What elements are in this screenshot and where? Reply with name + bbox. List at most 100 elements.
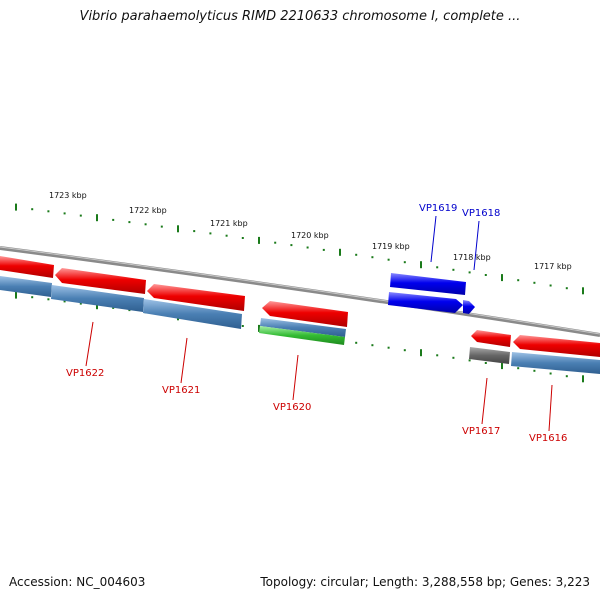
- gene-vp1621-feature[interactable]: [55, 268, 146, 294]
- gene-vp1616-feature[interactable]: [513, 335, 600, 357]
- minor-tick: [355, 253, 358, 256]
- minor-tick: [47, 298, 50, 301]
- minor-tick: [306, 246, 309, 249]
- major-tick: [15, 203, 17, 211]
- minor-tick: [468, 271, 471, 274]
- major-tick: [501, 274, 503, 282]
- minor-tick: [63, 212, 66, 215]
- minor-tick: [436, 354, 439, 357]
- gene-vp1622[interactable]: VP1622: [0, 256, 104, 379]
- scale-label-1719: 1719 kbp: [372, 242, 410, 251]
- gene-vp1619-cds[interactable]: [388, 292, 463, 313]
- topology-summary: Topology: circular; Length: 3,288,558 bp…: [260, 575, 590, 589]
- gene-vp1619-feature[interactable]: [390, 273, 466, 295]
- gene-label-vp1620: VP1620: [273, 402, 311, 413]
- gene-vp1618-cds[interactable]: [463, 300, 475, 314]
- minor-tick: [31, 208, 34, 211]
- minor-tick: [452, 356, 455, 359]
- minor-tick: [209, 232, 212, 235]
- minor-tick: [322, 248, 325, 251]
- gene-vp1622-feature[interactable]: [0, 256, 54, 278]
- gene-vp1620-feature[interactable]: [262, 301, 348, 327]
- major-tick: [582, 375, 584, 383]
- major-tick: [420, 261, 422, 269]
- scale-label-1721: 1721 kbp: [210, 219, 248, 228]
- accession-label: Accession: NC_004603: [9, 575, 146, 589]
- minor-tick: [63, 300, 66, 303]
- major-tick: [501, 362, 503, 370]
- major-tick: [258, 324, 260, 332]
- gene-label-vp1618: VP1618: [462, 208, 500, 219]
- minor-tick: [468, 359, 471, 362]
- minor-tick: [436, 266, 439, 269]
- outer-tick-ring: [15, 203, 584, 295]
- major-tick: [15, 291, 17, 299]
- minor-tick: [241, 325, 244, 327]
- minor-tick: [128, 309, 131, 312]
- minor-tick: [484, 274, 487, 276]
- scale-label-1717: 1717 kbp: [534, 262, 572, 271]
- minor-tick: [225, 234, 228, 237]
- major-tick: [258, 236, 260, 244]
- gene-label-vp1619: VP1619: [419, 203, 457, 214]
- minor-tick: [403, 261, 406, 264]
- gene-vp1621-cds-b[interactable]: [143, 299, 242, 329]
- gene-vp1621-cds[interactable]: [51, 285, 144, 312]
- gene-label-vp1617: VP1617: [462, 426, 500, 437]
- minor-tick: [79, 214, 82, 217]
- minor-tick: [517, 279, 520, 282]
- minor-tick: [144, 223, 147, 226]
- minor-tick: [241, 237, 244, 239]
- minor-tick: [403, 349, 406, 352]
- major-tick: [96, 302, 98, 310]
- gene-vp1621-feature-b[interactable]: [147, 284, 245, 311]
- gene-vp1620-rna[interactable]: [259, 326, 345, 345]
- minor-tick: [565, 287, 568, 290]
- major-tick: [177, 225, 179, 233]
- minor-tick: [387, 258, 390, 261]
- gene-vp1616-cds[interactable]: [511, 352, 600, 374]
- scale-label-1720: 1720 kbp: [291, 231, 329, 240]
- major-tick: [96, 214, 98, 222]
- minor-tick: [371, 344, 374, 347]
- major-tick: [339, 248, 341, 256]
- gene-vp1617-feature[interactable]: [471, 330, 511, 347]
- minor-tick: [371, 256, 374, 259]
- gene-vp1622-cds[interactable]: [0, 276, 52, 297]
- gene-vp1617-pseudo[interactable]: [469, 347, 510, 364]
- gene-vp1621[interactable]: VP1621: [51, 268, 245, 396]
- major-tick: [420, 349, 422, 357]
- minor-tick: [128, 221, 131, 224]
- gene-vp1616[interactable]: VP1616: [511, 335, 600, 444]
- gene-vp1620-cds[interactable]: [260, 318, 346, 337]
- minor-tick: [484, 362, 487, 364]
- minor-tick: [290, 244, 293, 247]
- minor-tick: [533, 281, 536, 284]
- minor-tick: [355, 341, 358, 344]
- chromosome-backbone: [0, 246, 600, 337]
- gene-vp1618[interactable]: VP1618: [462, 208, 500, 314]
- scale-label-1718: 1718 kbp: [453, 253, 491, 262]
- map-title: Vibrio parahaemolyticus RIMD 2210633 chr…: [79, 9, 521, 24]
- gene-vp1617[interactable]: VP1617: [462, 330, 511, 437]
- minor-tick: [47, 210, 50, 213]
- minor-tick: [112, 218, 115, 221]
- gene-label-vp1621: VP1621: [162, 385, 200, 396]
- minor-tick: [549, 372, 552, 375]
- gene-label-vp1622: VP1622: [66, 368, 104, 379]
- scale-label-1722: 1722 kbp: [129, 206, 167, 215]
- gene-vp1620[interactable]: VP1620: [259, 301, 348, 413]
- minor-tick: [79, 302, 82, 305]
- chromosome-backbone-highlight: [0, 246, 600, 335]
- minor-tick: [274, 241, 277, 244]
- minor-tick: [387, 346, 390, 349]
- minor-tick: [193, 230, 196, 233]
- scale-label-1723: 1723 kbp: [49, 191, 87, 200]
- minor-tick: [452, 268, 455, 271]
- minor-tick: [31, 296, 34, 299]
- minor-tick: [533, 369, 536, 372]
- minor-tick: [549, 284, 552, 287]
- minor-tick: [160, 225, 163, 228]
- gene-vp1619[interactable]: VP1619: [388, 203, 466, 313]
